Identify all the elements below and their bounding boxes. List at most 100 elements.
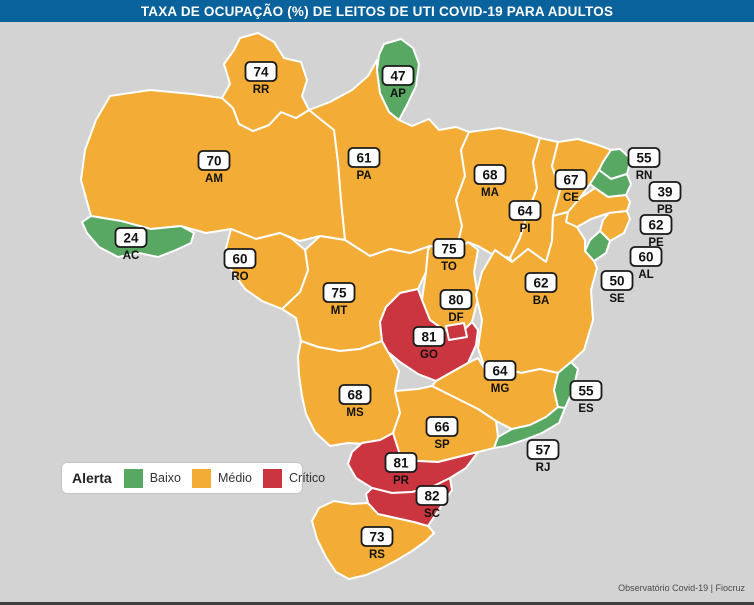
state-value-go: 81 (421, 330, 437, 345)
state-code-ro: RO (231, 271, 248, 283)
state-code-sc: SC (424, 508, 440, 520)
state-label-pr: 81 PR (384, 452, 418, 487)
state-value-box-am (197, 150, 231, 171)
state-value-box-df (439, 289, 473, 310)
legend: Alerta Baixo Médio Crítico (61, 462, 325, 494)
state-value-pa: 61 (356, 151, 372, 166)
state-value-ap: 47 (390, 69, 405, 84)
state-value-rj: 57 (535, 443, 550, 458)
state-value-ba: 62 (533, 276, 548, 291)
state-label-sp: 66 SP (425, 416, 459, 451)
state-value-box-mt (322, 282, 356, 303)
source-credit: Observatório Covid-19 | Fiocruz (618, 583, 745, 593)
state-value-se: 50 (609, 274, 624, 289)
state-code-ma: MA (481, 187, 499, 199)
state-label-mg: 64 MG (483, 360, 517, 395)
state-value-box-pa (347, 147, 381, 168)
state-code-to: TO (441, 261, 457, 273)
state-label-ms: 68 MS (338, 384, 372, 419)
state-code-pi: PI (520, 223, 531, 235)
state-label-al: 60 AL (629, 246, 663, 281)
state-value-rr: 74 (253, 65, 269, 80)
state-rj (493, 406, 566, 449)
state-code-al: AL (638, 269, 653, 281)
state-value-box-ma (473, 164, 507, 185)
state-code-pr: PR (393, 475, 410, 487)
state-se (584, 230, 611, 262)
state-code-se: SE (609, 293, 625, 305)
state-value-pb: 39 (657, 185, 672, 200)
state-value-ma: 68 (482, 168, 498, 183)
state-label-se: 50 SE (600, 270, 634, 305)
state-value-box-rn (627, 147, 661, 168)
state-value-box-to (432, 238, 466, 259)
legend-label-medio: Médio (217, 471, 253, 485)
legend-title: Alerta (72, 470, 112, 486)
state-value-box-pr (384, 452, 418, 473)
state-value-box-es (569, 380, 603, 401)
state-value-rn: 55 (636, 151, 652, 166)
state-rr (221, 32, 310, 132)
legend-label-critico: Crítico (289, 471, 326, 485)
state-value-ac: 24 (123, 231, 139, 246)
state-value-sc: 82 (424, 489, 439, 504)
state-value-ro: 60 (232, 252, 247, 267)
state-label-pi: 64 PI (508, 200, 542, 235)
state-value-am: 70 (206, 154, 221, 169)
state-code-ap: AP (390, 88, 406, 100)
state-value-box-ce (554, 169, 588, 190)
state-value-box-sp (425, 416, 459, 437)
legend-swatch-medio (191, 468, 211, 488)
state-value-box-ac (114, 227, 148, 248)
state-value-box-pi (508, 200, 542, 221)
state-label-mt: 75 MT (322, 282, 356, 317)
state-code-pa: PA (356, 170, 371, 182)
state-df (445, 322, 468, 341)
state-value-rs: 73 (369, 530, 385, 545)
legend-swatch-critico (263, 468, 283, 488)
state-code-ac: AC (123, 250, 140, 262)
state-code-mt: MT (331, 305, 348, 317)
state-label-es: 55 ES (569, 380, 603, 415)
legend-label-baixo: Baixo (149, 471, 181, 485)
state-code-ba: BA (533, 295, 550, 307)
state-label-sc: 82 SC (415, 485, 449, 520)
state-label-ro: 60 RO (223, 248, 257, 283)
state-code-rj: RJ (536, 462, 551, 474)
state-label-rj: 57 RJ (526, 439, 560, 474)
state-value-box-rr (244, 61, 278, 82)
state-value-pe: 62 (648, 218, 663, 233)
state-value-box-se (600, 270, 634, 291)
state-value-pi: 64 (517, 204, 533, 219)
state-label-to: 75 TO (432, 238, 466, 273)
legend-swatch-baixo (123, 468, 143, 488)
state-label-ba: 62 BA (524, 272, 558, 307)
state-value-box-rj (526, 439, 560, 460)
state-value-mt: 75 (331, 286, 347, 301)
legend-item-medio: Médio (191, 468, 253, 488)
state-code-go: GO (420, 349, 438, 361)
state-code-ce: CE (563, 192, 579, 204)
state-value-pr: 81 (393, 456, 409, 471)
state-code-rn: RN (636, 170, 653, 182)
state-ro (225, 228, 309, 310)
state-code-df: DF (448, 312, 463, 324)
state-value-df: 80 (448, 293, 463, 308)
state-al (599, 210, 631, 242)
state-code-rs: RS (369, 549, 385, 561)
state-label-rn: 55 RN (627, 147, 661, 182)
state-value-box-ro (223, 248, 257, 269)
state-code-es: ES (578, 403, 594, 415)
state-value-box-ba (524, 272, 558, 293)
state-label-pe: 62 PE (639, 214, 673, 249)
state-value-sp: 66 (434, 420, 450, 435)
state-value-box-al (629, 246, 663, 267)
state-label-rr: 74 RR (244, 61, 278, 96)
state-label-ce: 67 CE (554, 169, 588, 204)
state-code-pb: PB (657, 204, 673, 216)
state-label-am: 70 AM (197, 150, 231, 185)
state-value-box-pb (648, 181, 682, 202)
state-value-box-go (412, 326, 446, 347)
state-label-pb: 39 PB (648, 181, 682, 216)
state-value-mg: 64 (492, 364, 508, 379)
